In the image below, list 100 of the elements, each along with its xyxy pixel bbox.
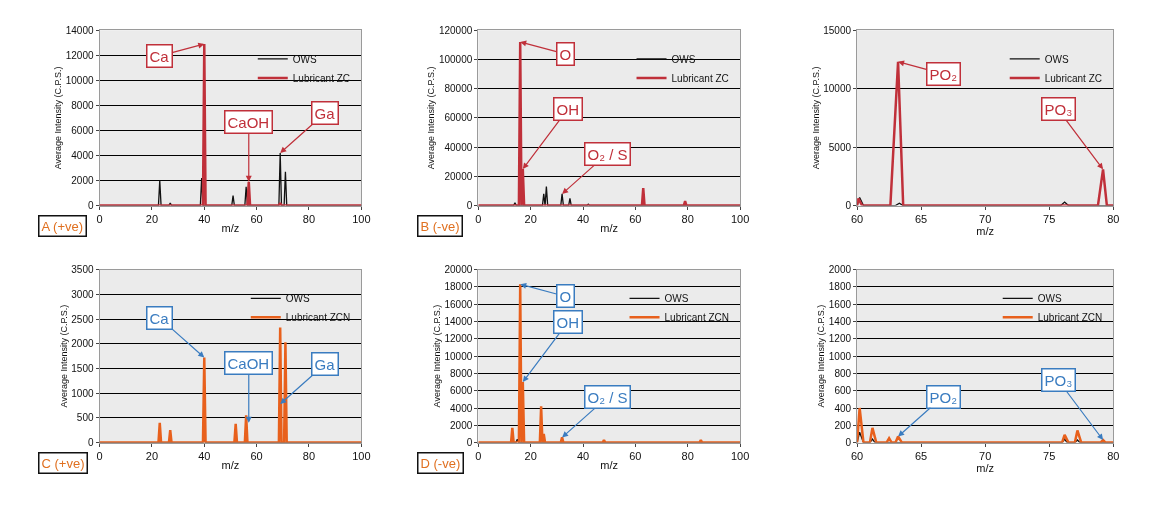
x-tick-label: 20 [524,449,537,462]
x-tick-label: 100 [730,449,750,462]
annotation: PO₃ [1044,100,1073,118]
x-tick-label: 20 [145,212,159,225]
x-tick-label: 60 [250,212,263,225]
annotation: OH [556,100,579,118]
y-tick-label: 1500 [71,362,94,374]
x-axis-title: m/z [600,222,619,234]
annotation: Ca [149,47,170,65]
y-tick-label: 8000 [71,99,94,111]
x-tick-label: 60 [850,449,864,462]
y-tick-label: 6000 [71,124,94,136]
annotation: PO₂ [929,65,958,83]
annotation: O₂ / S [587,388,628,406]
y-axis-title: Average Intensity (C.P.S.) [816,304,827,408]
legend-label: OWS [285,293,310,305]
annotation: Ga [314,104,336,122]
y-tick-label: 10000 [65,74,94,86]
y-tick-label: 120000 [438,24,473,36]
y-tick-label: 2000 [71,338,94,350]
text: A (+ve) [41,218,84,234]
annotation: PO₂ [929,388,958,406]
text: D (-ve) [420,455,461,471]
x-tick-label: 80 [1107,212,1120,225]
annotation: OH [556,313,579,331]
annotation: CaOH [227,354,270,372]
x-tick-label: 40 [198,212,211,225]
x-tick-label: 20 [524,212,537,225]
y-tick-label: 0 [466,200,473,212]
y-tick-label: 3500 [71,264,94,276]
y-tick-label: 2000 [71,175,94,187]
x-axis-title: m/z [221,459,240,471]
y-tick-label: 2000 [450,419,473,431]
x-tick-label: 0 [475,449,482,462]
y-axis-title: Average Intensity (C.P.S.) [426,66,437,170]
y-tick-label: 20000 [444,264,473,276]
x-tick-label: 65 [915,449,928,462]
text: C (+ve) [41,455,85,471]
x-tick-label: 80 [1107,449,1120,462]
y-tick-label: 1800 [828,281,852,293]
y-axis-title: Average Intensity (C.P.S.) [58,304,69,408]
x-tick-label: 75 [1043,449,1056,462]
annotation: CaOH [227,113,270,131]
y-tick-label: 0 [845,437,852,449]
y-tick-label: 600 [834,385,852,397]
x-tick-label: 80 [681,212,694,225]
y-tick-label: 16000 [444,298,473,310]
annotation: Ga [314,355,336,373]
y-tick-label: 1600 [828,298,852,310]
x-axis-title: m/z [976,224,995,237]
legend-label: OWS [292,53,317,65]
y-tick-label: 0 [466,437,473,449]
x-tick-label: 80 [302,449,316,462]
x-tick-label: 100 [352,449,371,462]
x-tick-label: 0 [96,449,103,462]
x-tick-label: 65 [915,212,928,225]
y-tick-label: 10000 [823,83,852,95]
x-tick-label: 60 [629,449,642,462]
text: B (-ve) [420,218,460,234]
x-tick-label: 75 [1043,212,1056,225]
legend-label: Lubricant ZC [1044,72,1102,84]
y-tick-label: 0 [845,200,852,212]
y-tick-label: 5000 [828,141,852,153]
y-tick-label: 60000 [444,112,473,124]
y-tick-label: 12000 [444,333,473,345]
x-axis-title: m/z [221,222,240,234]
y-tick-label: 1000 [71,387,94,399]
legend-label: OWS [1037,293,1062,305]
x-axis-title: m/z [600,459,619,471]
legend-label: Lubricant ZC [671,72,729,84]
y-tick-label: 2500 [71,313,94,325]
x-tick-label: 70 [979,449,992,462]
x-tick-label: 80 [681,449,694,462]
y-tick-label: 200 [834,419,852,431]
y-tick-label: 100000 [438,53,473,65]
y-tick-label: 500 [76,412,94,424]
y-tick-label: 10000 [444,350,473,362]
annotation: O [559,287,572,305]
y-tick-label: 40000 [444,141,473,153]
y-tick-label: 4000 [450,402,473,414]
x-tick-label: 0 [96,212,103,225]
y-tick-label: 2000 [828,264,852,276]
x-tick-label: 0 [475,212,482,225]
x-tick-label: 40 [198,449,211,462]
x-tick-label: 70 [979,212,992,225]
legend-label: OWS [1044,53,1069,65]
y-tick-label: 6000 [450,385,473,397]
x-tick-label: 20 [145,449,159,462]
y-tick-label: 0 [87,200,94,212]
y-tick-label: 4000 [71,149,94,161]
y-tick-label: 800 [834,367,852,379]
x-tick-label: 60 [629,212,642,225]
y-tick-label: 14000 [65,24,94,36]
annotation: Ca [149,309,170,327]
annotation: O₂ / S [587,145,628,163]
x-tick-label: 40 [576,212,590,225]
legend-label: Lubricant ZCN [1037,312,1103,324]
y-tick-label: 1000 [828,350,852,362]
y-tick-label: 8000 [450,367,473,379]
annotation: PO₃ [1044,371,1073,389]
